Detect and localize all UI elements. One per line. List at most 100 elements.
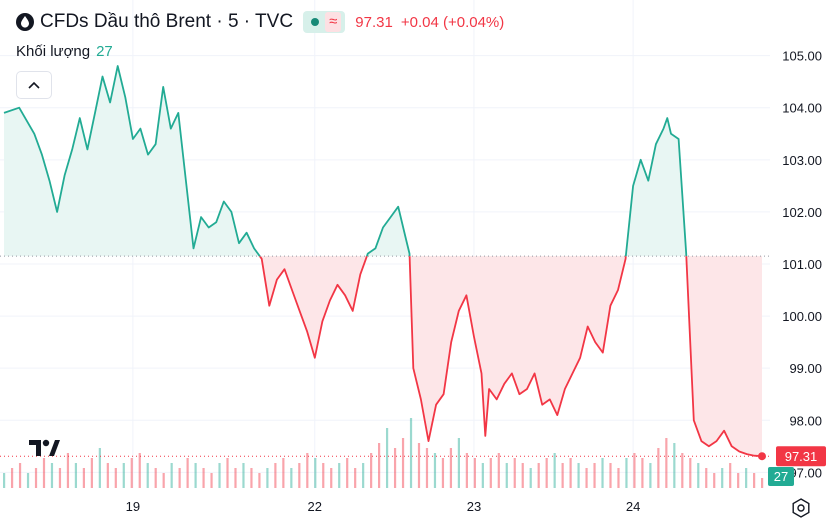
volume-bar [497,453,500,488]
volume-bar [465,453,468,488]
volume-bar [449,448,453,488]
y-tick-label: 98.00 [789,413,822,428]
volume-bar [154,468,157,488]
time-axis[interactable]: 19 22 23 24 [126,499,641,514]
price-line-4 [624,117,688,257]
price-line-3 [408,256,627,442]
volume-bar [609,463,612,488]
volume-bar [162,473,165,488]
volume-bar [330,468,333,488]
volume-bar [186,458,189,488]
volume-bar [673,443,676,488]
price-areas [4,66,762,457]
volume-bar [338,463,341,488]
volume-bar [378,443,381,488]
volume-bar [10,468,14,488]
volume-bar [529,468,532,488]
tradingview-logo-icon[interactable] [28,434,60,462]
volume-bar [481,463,484,488]
price-area-5 [686,256,762,457]
volume-bar [194,463,197,488]
price-change: +0.04 (+0.04%) [400,13,505,31]
price-line-0 [3,65,261,257]
volume-bar [58,468,62,488]
volume-bar [346,458,349,488]
price-area-0 [4,66,260,257]
price-markers: 97.31 27 [0,446,826,486]
volume-bar [362,463,365,488]
volume-bar [354,468,357,488]
market-status[interactable]: ≈ [303,11,346,33]
symbol-title[interactable]: CFDs Dầu thô Brent · 5 · TVC [40,11,294,32]
volume-bar [202,468,205,488]
volume-legend[interactable]: Khối lượng 27 [16,43,113,60]
volume-bar [266,468,269,488]
volume-bar [537,463,540,488]
y-tick-label: 97.00 [789,465,822,480]
price-line-5 [685,256,763,458]
volume-bar [441,458,445,488]
volume-bar [298,463,301,488]
volume-bar [553,453,556,488]
volume-bar [34,468,38,488]
volume-bar [258,473,261,488]
y-tick-label: 105.00 [782,49,822,64]
volume-bar [545,458,548,488]
volume-bar [234,468,237,488]
volume-bar [401,438,405,488]
volume-bar [98,448,101,488]
volume-bar [122,463,125,488]
volume-bar [393,448,397,488]
collapse-legend-button[interactable] [16,71,52,99]
volume-bars [3,418,764,488]
volume-bar [585,468,588,488]
price-area-3 [409,256,626,442]
volume-bar [593,463,596,488]
volume-bar [729,463,732,488]
x-tick-label: 24 [626,499,640,514]
last-price-label: 97.31 [785,449,818,464]
volume-bar [26,473,30,488]
volume-bar [625,458,628,488]
volume-bar [697,463,700,488]
volume-bar [322,463,325,488]
volume-bar [74,463,78,488]
volume-bar [138,453,141,488]
volume-bar [513,458,516,488]
volume-bar [433,453,437,488]
volume-bar [370,453,373,488]
volume-value: 27 [96,43,113,60]
volume-label: Khối lượng [16,43,91,60]
volume-bar [641,458,644,488]
last-price: 97.31 [355,13,393,31]
volume-bar [274,463,277,488]
volume-bar [210,473,213,488]
last-price-badge [776,446,826,467]
volume-bar [633,453,636,488]
volume-bar [457,438,460,488]
volume-bar [569,458,572,488]
price-axis[interactable]: 97.00 98.00 99.00 100.00 101.00 102.00 103.00 1… [782,49,822,481]
y-tick-label: 102.00 [782,205,822,220]
last-volume-badge [768,467,794,486]
volume-bar [713,473,716,488]
volume-bar [250,468,253,488]
volume-bar [681,453,684,488]
volume-bar [761,478,764,488]
volume-bar [473,458,476,488]
volume-bar [242,463,245,488]
droplet-icon [16,13,34,31]
wave-icon: ≈ [325,12,342,32]
live-dot-icon [311,18,320,26]
settings-icon[interactable] [790,497,812,519]
volume-bar [314,458,317,488]
volume-bar [146,463,149,488]
volume-bar [561,463,564,488]
volume-bar [178,468,181,488]
volume-bar [290,468,293,488]
price-line-1 [259,255,368,359]
volume-bar [3,473,6,488]
volume-bar [665,438,668,488]
price-area-4 [625,118,687,257]
